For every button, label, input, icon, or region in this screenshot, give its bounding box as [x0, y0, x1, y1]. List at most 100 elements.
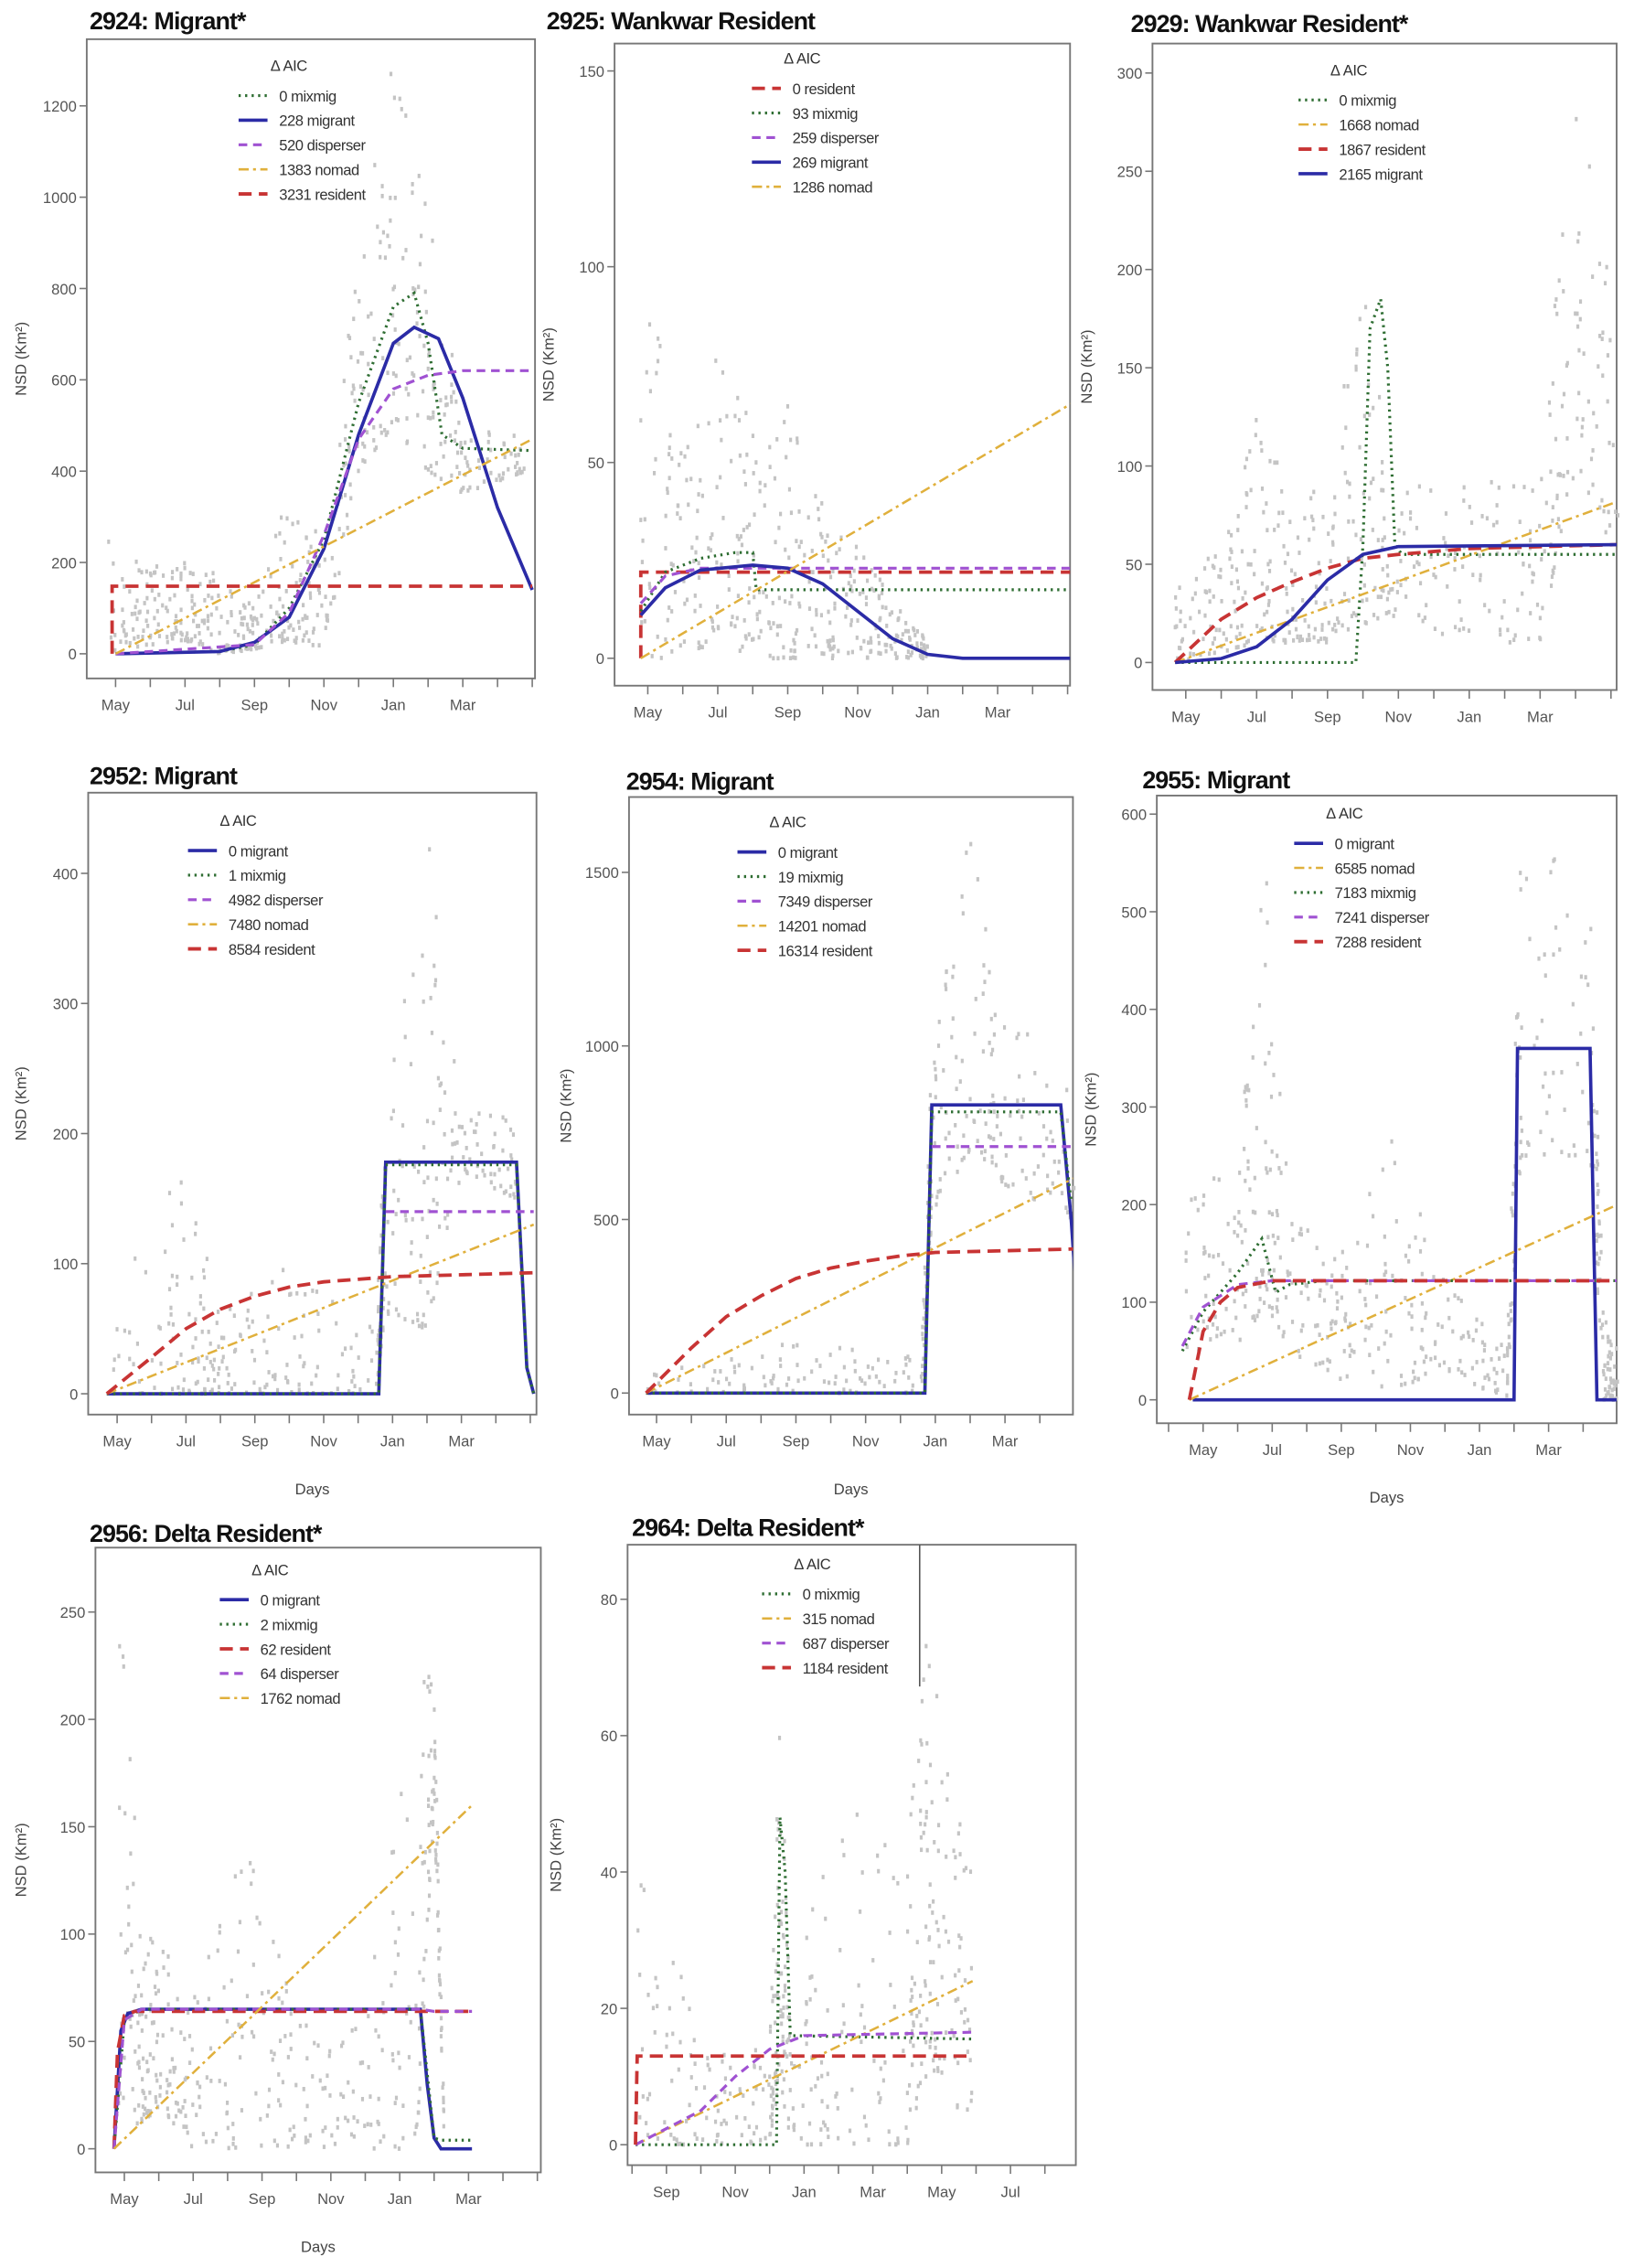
observation-point [954, 1973, 957, 1978]
observation-point [822, 1379, 827, 1385]
observation-point [1385, 596, 1389, 602]
observation-point [422, 1180, 426, 1184]
observation-point [1187, 657, 1191, 662]
observation-point [136, 635, 140, 639]
observation-point [220, 1359, 224, 1364]
observation-point [227, 2145, 230, 2151]
observation-point [722, 2052, 726, 2058]
observation-point [959, 1936, 963, 1941]
observation-point [223, 2081, 228, 2087]
observation-point [933, 1840, 936, 1845]
observation-point [1432, 572, 1436, 577]
observation-point [1547, 1094, 1551, 1099]
observation-point [1333, 622, 1337, 627]
observation-point [723, 2076, 728, 2081]
observation-point [144, 2095, 147, 2101]
observation-point [144, 1961, 147, 1966]
observation-point [826, 638, 829, 644]
observation-point [719, 475, 722, 480]
observation-point [1273, 528, 1276, 532]
observation-point [422, 2004, 426, 2009]
observation-point [246, 647, 250, 651]
observation-point [372, 438, 376, 443]
observation-point [410, 1240, 413, 1245]
observation-point [254, 2091, 258, 2096]
observation-point [1017, 1032, 1020, 1037]
observation-point [1458, 599, 1461, 604]
observation-point [475, 1142, 479, 1147]
observation-point [779, 1364, 783, 1368]
observation-point [893, 651, 897, 657]
observation-point [730, 458, 733, 464]
observation-point [778, 1357, 782, 1362]
observation-point [1519, 1155, 1522, 1161]
observation-point [1233, 1215, 1236, 1221]
observation-point [277, 2072, 281, 2077]
observation-point [497, 473, 501, 478]
observation-point [1607, 1385, 1611, 1389]
observation-point [1613, 1364, 1617, 1369]
observation-point [422, 1956, 426, 1962]
observation-point [885, 623, 889, 628]
observation-point [409, 1062, 413, 1066]
y-axis-label: NSD (Km²) [12, 1823, 29, 1897]
observation-point [1288, 1271, 1292, 1277]
observation-point [1410, 1326, 1414, 1332]
observation-point [1052, 1159, 1056, 1164]
observation-point [775, 436, 779, 442]
observation-point [779, 2008, 783, 2013]
observation-point [1565, 492, 1569, 497]
observation-point [237, 2022, 240, 2027]
observation-point [671, 562, 675, 568]
observation-point [822, 2120, 826, 2125]
observation-point [1184, 1289, 1188, 1294]
observation-point [787, 487, 792, 492]
observation-point [1207, 1273, 1211, 1278]
observation-point [904, 620, 908, 626]
observation-point [837, 2135, 840, 2141]
observation-point [353, 289, 357, 294]
series-resident-line [634, 2054, 973, 2145]
x-tick-label: Nov [310, 697, 337, 714]
observation-point [814, 2083, 817, 2089]
observation-point [1286, 551, 1290, 557]
observation-point [783, 420, 786, 424]
legend-item-mixmig: 19 mixmig [778, 869, 844, 886]
observation-point [167, 1191, 172, 1195]
observation-point [899, 609, 902, 614]
observation-point [1415, 560, 1419, 565]
observation-point [1440, 1324, 1444, 1330]
observation-point [1381, 545, 1384, 551]
observation-point [1410, 1314, 1414, 1319]
observation-point [924, 648, 927, 653]
observation-point [1444, 540, 1447, 546]
observation-point [136, 644, 140, 649]
observation-point [1538, 523, 1542, 529]
observation-point [673, 590, 678, 594]
observation-point [1033, 1071, 1037, 1075]
observation-point [1301, 1322, 1305, 1328]
observation-point [426, 1289, 430, 1295]
observation-point [409, 2019, 412, 2025]
observation-point [1429, 488, 1433, 493]
observation-point [872, 2059, 876, 2063]
observation-point [727, 573, 731, 579]
observation-point [430, 1031, 434, 1035]
observation-point [493, 1185, 497, 1191]
observation-point [439, 2027, 443, 2033]
observation-point [466, 487, 470, 493]
observation-point [176, 1996, 179, 2002]
observation-point [512, 1192, 516, 1197]
observation-point [1416, 1376, 1420, 1382]
observation-point [1321, 1261, 1325, 1267]
observation-point [269, 604, 272, 609]
panel-title: 2924: Migrant* [90, 7, 247, 35]
observation-point [174, 2113, 178, 2119]
observation-point [864, 595, 869, 600]
observation-point [1552, 858, 1555, 863]
observation-point [852, 2141, 856, 2146]
observation-point [205, 1257, 208, 1261]
observation-point [207, 594, 210, 598]
observation-point [1350, 1348, 1353, 1353]
observation-point [1461, 1333, 1465, 1339]
